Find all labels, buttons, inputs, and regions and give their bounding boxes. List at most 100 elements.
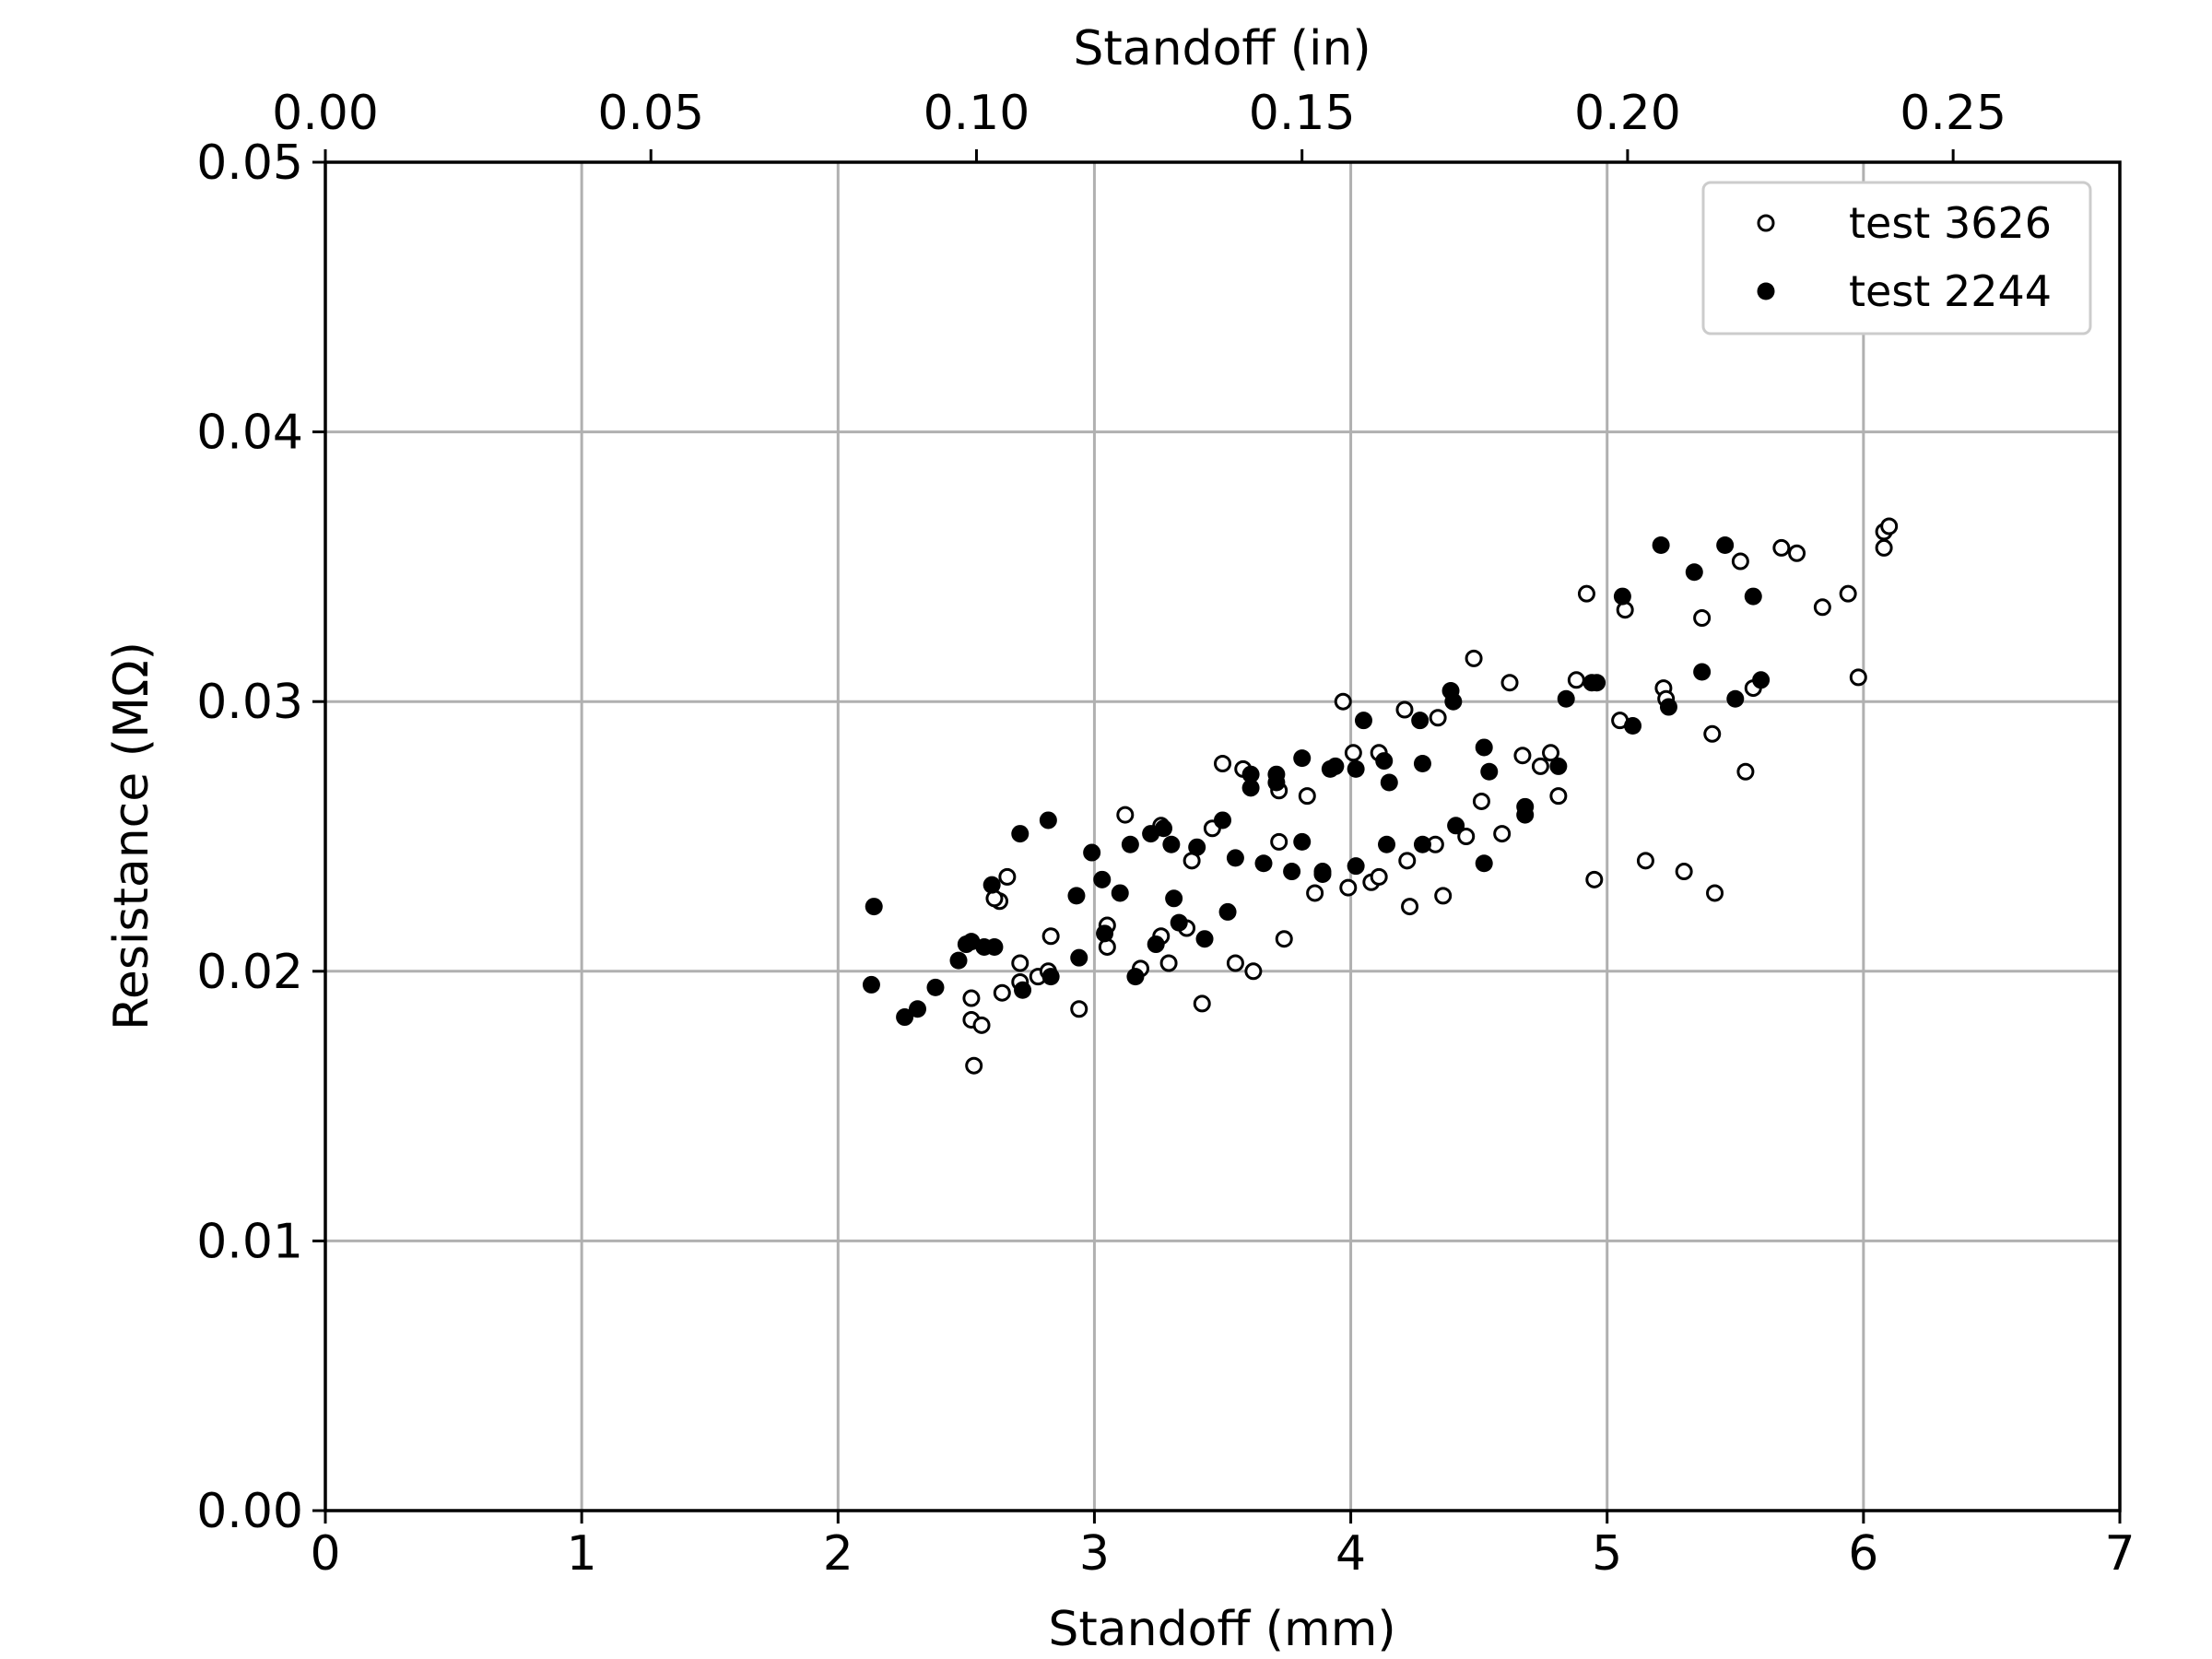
data-point-filled xyxy=(1347,759,1365,778)
data-point-open xyxy=(1344,744,1362,762)
data-point-filled xyxy=(1659,698,1677,716)
data-point-filled xyxy=(1267,773,1286,792)
data-point-filled xyxy=(1652,535,1670,554)
y-tick-label: 0.04 xyxy=(196,406,303,461)
data-point-filled xyxy=(985,937,1004,956)
data-point-filled xyxy=(1067,887,1086,905)
data-point-filled xyxy=(1413,754,1431,772)
y-tick-label: 0.03 xyxy=(196,675,303,730)
data-point-open xyxy=(1772,538,1791,557)
data-point-filled xyxy=(1111,884,1129,902)
data-point-filled xyxy=(1354,712,1372,730)
data-point-open xyxy=(1493,825,1512,843)
data-point-filled xyxy=(1283,863,1301,881)
data-point-filled xyxy=(1093,870,1112,888)
tick-marks xyxy=(312,149,2122,1524)
y-tick-label: 0.00 xyxy=(196,1484,303,1539)
data-point-filled xyxy=(1214,811,1231,830)
data-point-open xyxy=(1041,927,1060,946)
data-point-open xyxy=(1549,787,1568,806)
legend-marker-filled-circle xyxy=(1757,282,1775,300)
data-point-open xyxy=(1193,994,1211,1013)
data-point-open xyxy=(1567,671,1585,689)
data-point-filled xyxy=(1014,981,1032,999)
data-point-filled xyxy=(926,978,945,996)
data-point-filled xyxy=(1480,762,1499,781)
data-point-filled xyxy=(982,876,1001,894)
data-point-filled xyxy=(1624,717,1642,735)
data-point-filled xyxy=(1226,849,1244,867)
data-point-open xyxy=(1706,884,1724,902)
data-point-open xyxy=(1226,954,1244,972)
x-tick-label: 0 xyxy=(310,1526,340,1582)
data-point-open xyxy=(1214,754,1231,772)
data-point-open xyxy=(1675,863,1693,881)
data-point-open xyxy=(1398,852,1417,870)
x-tick-label: 7 xyxy=(2104,1526,2135,1582)
legend-box xyxy=(1701,181,2092,335)
data-point-open xyxy=(1306,884,1324,902)
data-point-filled xyxy=(1039,811,1057,830)
data-point-open xyxy=(1693,608,1712,627)
data-point-filled xyxy=(1070,948,1088,967)
data-point-filled xyxy=(1293,832,1312,851)
x2-tick-label: 0.15 xyxy=(1249,86,1356,141)
data-point-open xyxy=(1736,762,1755,781)
data-point-filled xyxy=(1170,913,1188,932)
data-point-open xyxy=(1585,870,1604,888)
legend-label-series-1: test 3626 xyxy=(1849,198,2052,248)
data-point-open xyxy=(1244,962,1263,981)
data-point-filled xyxy=(1588,674,1606,692)
data-point-filled xyxy=(1096,924,1114,943)
data-point-filled xyxy=(1375,752,1394,771)
data-point-open xyxy=(1531,757,1549,775)
data-point-filled xyxy=(896,1008,914,1027)
data-point-filled xyxy=(1218,902,1237,921)
data-point-open xyxy=(1731,552,1749,571)
data-point-open xyxy=(1849,668,1867,687)
data-point-filled xyxy=(1121,835,1139,853)
data-point-open xyxy=(1465,649,1483,667)
plot-area-background xyxy=(325,162,2120,1511)
data-point-filled xyxy=(1475,738,1493,757)
data-point-open xyxy=(1577,584,1595,603)
data-point-open xyxy=(1880,517,1899,535)
data-point-open xyxy=(1116,806,1135,824)
data-point-open xyxy=(1513,747,1532,765)
data-point-filled xyxy=(1254,854,1273,873)
x2-tick-label: 0.25 xyxy=(1900,86,2006,141)
y-tick-label: 0.01 xyxy=(196,1214,303,1269)
data-point-filled xyxy=(1126,968,1145,986)
data-point-filled xyxy=(909,1000,927,1018)
data-point-open xyxy=(1395,700,1414,719)
data-points xyxy=(862,517,1899,1075)
data-point-filled xyxy=(1516,806,1535,824)
x2-tick-label: 0.10 xyxy=(924,86,1030,141)
data-point-open xyxy=(1159,954,1178,972)
data-point-filled xyxy=(1613,587,1631,606)
data-point-open xyxy=(1011,954,1030,972)
data-point-open xyxy=(965,1056,983,1075)
data-point-filled xyxy=(1557,689,1575,708)
data-point-filled xyxy=(1444,692,1463,711)
plot-frame xyxy=(324,160,2122,1512)
y-tick-label: 0.05 xyxy=(196,135,303,191)
x2-tick-label: 0.05 xyxy=(597,86,704,141)
x-tick-label: 5 xyxy=(1592,1526,1622,1582)
x2-tick-labels: 0.00 0.05 0.10 0.15 0.20 0.25 xyxy=(272,86,2006,141)
data-point-filled xyxy=(1685,563,1703,582)
data-point-filled xyxy=(1378,835,1396,853)
data-point-filled xyxy=(1162,835,1181,853)
data-point-filled xyxy=(865,898,883,916)
x2-tick-label: 0.20 xyxy=(1574,86,1681,141)
data-point-open xyxy=(1500,674,1519,692)
data-point-open xyxy=(1788,544,1806,562)
data-point-filled xyxy=(1041,968,1060,986)
data-point-filled xyxy=(1475,854,1493,873)
x-tick-label: 4 xyxy=(1335,1526,1366,1582)
data-point-open xyxy=(1434,887,1453,905)
data-point-open xyxy=(962,989,981,1007)
data-point-open xyxy=(1401,898,1419,916)
x-tick-label: 6 xyxy=(1848,1526,1878,1582)
data-point-open xyxy=(1875,538,1893,557)
